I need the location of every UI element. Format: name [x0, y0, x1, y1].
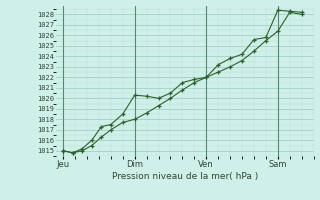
X-axis label: Pression niveau de la mer( hPa ): Pression niveau de la mer( hPa ): [112, 172, 258, 181]
